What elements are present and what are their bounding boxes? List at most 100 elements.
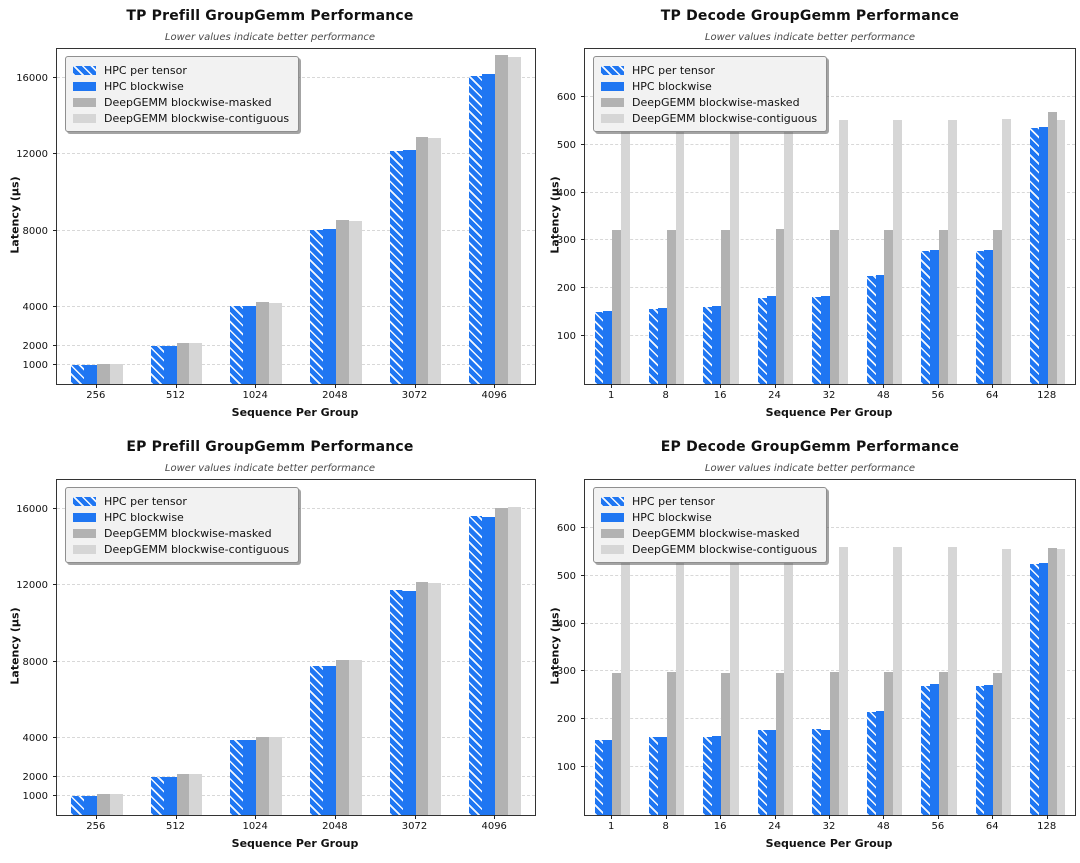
legend-item: DeepGEMM blockwise-masked <box>601 525 817 541</box>
legend-swatch <box>73 544 96 554</box>
legend-item: DeepGEMM blockwise-contiguous <box>73 541 289 557</box>
bar <box>729 120 739 384</box>
x-tick-mark <box>255 815 257 819</box>
legend-item: HPC per tensor <box>601 62 817 78</box>
bar <box>938 229 948 384</box>
bar <box>829 230 839 384</box>
legend-swatch <box>73 81 96 91</box>
y-axis-label: Latency (µs) <box>8 607 22 685</box>
x-tick-mark <box>665 384 667 388</box>
legend-swatch <box>601 496 624 506</box>
bar-group <box>585 49 639 384</box>
bar <box>603 311 613 384</box>
bar <box>83 796 97 815</box>
y-tick-label: 500 <box>556 139 576 151</box>
x-tick-label: 512 <box>136 815 216 835</box>
bar <box>150 777 164 815</box>
bar <box>189 343 203 384</box>
x-tick-mark <box>774 384 776 388</box>
y-tick-label: 300 <box>556 666 576 678</box>
bar <box>703 736 713 815</box>
legend-swatch <box>601 97 624 107</box>
legend-swatch <box>73 97 96 107</box>
x-axis-label: Sequence Per Group <box>231 406 359 419</box>
x-tick-label: 16 <box>693 815 747 835</box>
bar-group <box>748 480 802 815</box>
bar <box>712 306 722 384</box>
legend-item: HPC per tensor <box>73 493 289 509</box>
x-tick-mark <box>611 815 613 819</box>
plot-area: 100 200 300 400 500 600 HPC per tensor HPC blo… <box>557 479 1076 816</box>
legend-label: DeepGEMM blockwise-masked <box>632 526 800 540</box>
y-tick-mark <box>53 363 57 365</box>
x-tick-label: 48 <box>856 815 910 835</box>
bar <box>866 276 876 384</box>
y-tick-label: 400 <box>556 618 576 630</box>
y-tick-label: 400 <box>556 187 576 199</box>
y-tick-mark <box>581 191 585 193</box>
legend-item: HPC blockwise <box>601 78 817 94</box>
legend-item: HPC blockwise <box>73 509 289 525</box>
bar <box>875 711 885 815</box>
y-tick-label: 8000 <box>22 225 48 237</box>
bar <box>1056 119 1066 384</box>
y-tick-label: 1000 <box>22 359 48 371</box>
legend-label: DeepGEMM blockwise-contiguous <box>104 542 290 556</box>
y-tick-mark <box>581 526 585 528</box>
bar-group <box>376 49 456 384</box>
bar-group <box>966 49 1020 384</box>
bar <box>1047 111 1057 384</box>
bar <box>109 363 123 384</box>
bar <box>721 229 730 384</box>
x-tick-label: 1024 <box>215 815 295 835</box>
legend-label: DeepGEMM blockwise-masked <box>104 526 272 540</box>
x-ticks: 1 8 16 24 32 48 56 64 128 <box>584 384 1074 404</box>
y-tick-label: 2000 <box>22 771 48 783</box>
legend-label: HPC blockwise <box>632 79 712 93</box>
legend-item: DeepGEMM blockwise-masked <box>73 94 289 110</box>
bar-group <box>57 480 137 815</box>
x-tick-label: 4096 <box>454 815 534 835</box>
bar-group <box>966 480 1020 815</box>
bar-group <box>137 480 217 815</box>
bar <box>821 295 830 384</box>
y-tick-label: 1000 <box>22 790 48 802</box>
bar-group <box>912 480 966 815</box>
x-tick-label: 256 <box>56 815 136 835</box>
bar <box>838 120 848 384</box>
bar-group <box>455 49 535 384</box>
y-tick-mark <box>53 584 57 586</box>
legend-item: DeepGEMM blockwise-contiguous <box>601 110 817 126</box>
x-tick-mark <box>175 815 177 819</box>
x-tick-label: 1 <box>584 815 638 835</box>
bar <box>335 220 349 384</box>
bar <box>163 777 177 815</box>
legend-label: DeepGEMM blockwise-masked <box>632 95 800 109</box>
bar <box>1038 562 1048 815</box>
y-tick-label: 100 <box>556 331 576 343</box>
gridline <box>57 737 535 739</box>
bar <box>1002 548 1011 815</box>
chart-tp-decode: TP Decode GroupGemm Performance Lower va… <box>540 0 1080 431</box>
x-axis-label: Sequence Per Group <box>765 406 893 419</box>
bar <box>482 516 496 815</box>
bars <box>57 480 535 815</box>
bar <box>1038 127 1048 384</box>
legend-label: HPC blockwise <box>104 510 184 524</box>
bar <box>402 150 416 384</box>
x-tick-label: 512 <box>136 384 216 404</box>
gridline <box>585 191 1075 193</box>
legend-item: DeepGEMM blockwise-contiguous <box>601 541 817 557</box>
bar <box>176 342 190 384</box>
x-ticks: 256 512 1024 2048 3072 4096 <box>56 384 534 404</box>
chart-title: TP Decode GroupGemm Performance <box>660 8 960 24</box>
bar <box>594 312 604 384</box>
y-tick-mark <box>581 287 585 289</box>
y-tick-label: 16000 <box>16 503 48 515</box>
bar <box>675 120 685 384</box>
x-tick-mark <box>720 384 722 388</box>
bar <box>309 665 323 815</box>
legend-item: HPC per tensor <box>601 493 817 509</box>
y-tick-label: 100 <box>556 762 576 774</box>
bar <box>83 365 97 384</box>
